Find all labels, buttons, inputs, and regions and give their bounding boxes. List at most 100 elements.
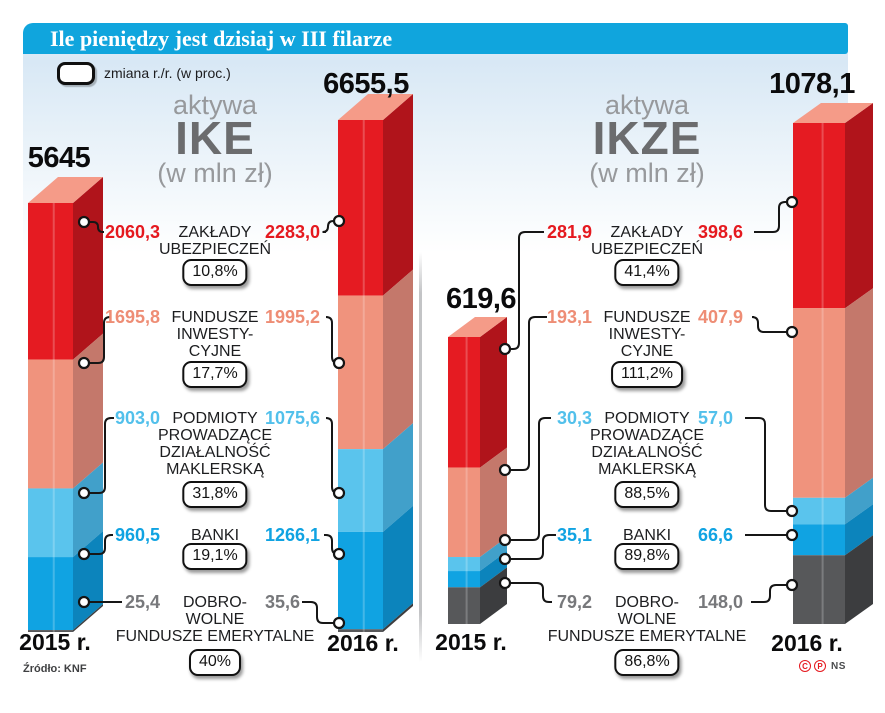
- bar-ikze-2016-segment: [793, 555, 845, 624]
- total-ikze-2015 r.: 619,6: [445, 283, 517, 315]
- series-label: FUNDUSZE INWESTY- CYJNE: [603, 309, 690, 360]
- credits: C P NS: [799, 660, 846, 672]
- leader-dot: [332, 214, 346, 228]
- bar-ike-2015-segment: [28, 630, 73, 632]
- leader-line: [510, 417, 551, 541]
- bar-ikze-2015-top-face: [448, 317, 507, 337]
- change-badge: 111,2%: [611, 361, 683, 388]
- series-label: PODMIOTY PROWADZĄCE DZIAŁALNOŚĆ MAKLERSKĄ: [590, 410, 704, 478]
- series-label-line: FUNDUSZE: [171, 309, 259, 326]
- bar-ikze-2015-segment: [448, 557, 480, 572]
- bar-ikze-2015-segment-side: [480, 537, 507, 572]
- chart-ike-name: IKE: [175, 112, 255, 164]
- bar-ikze-2016-segment-side: [845, 477, 873, 525]
- leader-dot: [785, 195, 799, 209]
- bar-ikze-2015-segment-side: [480, 447, 507, 558]
- bar-ike-2015-segment-side: [73, 604, 103, 632]
- chart-ikze-name: IKZE: [592, 112, 702, 164]
- leader-line: [510, 534, 556, 560]
- bar-ike-2015-top-face: [28, 177, 103, 203]
- page-title: Ile pieniędzy jest dzisiaj w III filarze: [50, 26, 393, 51]
- leader-dot: [785, 528, 799, 542]
- leader-dot: [332, 486, 346, 500]
- series-label-line: WOLNE: [617, 611, 677, 628]
- series-value-2015: 79,2: [556, 592, 592, 612]
- series-label-line: DOBRO-: [614, 594, 679, 611]
- leader-dot: [77, 595, 91, 609]
- series-label-line: ZAKŁADY: [178, 224, 252, 241]
- bar-ikze-2016-segment-side: [845, 288, 873, 498]
- series-label-line: FUNDUSZE EMERYTALNE: [115, 628, 315, 645]
- bar-ikze-2016-segment-side: [845, 103, 873, 309]
- series-value-2016: 148,0: [698, 592, 744, 612]
- leader-line: [745, 417, 787, 512]
- change-badge: 41,4%: [614, 259, 680, 286]
- change-badge: 86,8%: [614, 649, 680, 676]
- leader-dot: [77, 356, 91, 370]
- bar-ike-2016-segment-side: [383, 603, 413, 632]
- series-label-line: PODMIOTY: [604, 410, 690, 427]
- bar-ike-2016-top-face: [338, 94, 413, 120]
- leader-line: [754, 201, 787, 233]
- bar-ike-2015-segment-side: [73, 333, 103, 489]
- change-badge: 88,5%: [614, 481, 680, 508]
- leader-dot: [77, 486, 91, 500]
- bar-ike-2016-segment: [338, 531, 383, 630]
- bar-highlight: [465, 337, 468, 624]
- bar-ike-2015-segment-side: [73, 462, 103, 558]
- leader-line: [510, 316, 547, 471]
- series-label-line: UBEZPIECZEŃ: [158, 241, 272, 258]
- change-badge: 10,8%: [182, 259, 248, 286]
- change-badge: 31,8%: [182, 481, 248, 508]
- header-ribbon: Ile pieniędzy jest dzisiaj w III filarze: [23, 23, 848, 54]
- series-label: BANKI: [191, 527, 239, 544]
- leader-dot: [785, 504, 799, 518]
- leader-line: [322, 220, 334, 233]
- series-value-2016: 1995,2: [265, 307, 321, 327]
- series-value-2016: 66,6: [698, 525, 734, 545]
- bar-ikze-2015-segment: [448, 587, 480, 624]
- legend-change-box-icon: [57, 61, 95, 85]
- bar-highlight: [821, 123, 824, 624]
- change-badge: 40%: [188, 649, 242, 676]
- series-label: DOBRO- WOLNE FUNDUSZE EMERYTALNE: [116, 594, 315, 645]
- series-label-line: PROWADZĄCE: [157, 427, 273, 444]
- chart-ikze-unit: (w mln zł): [589, 158, 705, 188]
- chart-ike-subtitle: aktywa: [172, 90, 258, 120]
- leader-dot: [498, 533, 512, 547]
- series-label-line: BANKI: [190, 527, 240, 544]
- legend-label: zmiana r./r. (w proc.): [104, 65, 231, 81]
- series-value-2016: 1075,6: [265, 408, 321, 428]
- series-value-2015: 30,3: [556, 408, 592, 428]
- series-label-line: DZIAŁALNOŚĆ: [159, 444, 271, 461]
- bar-ikze-2015-segment: [448, 337, 480, 468]
- leader-dot: [498, 463, 512, 477]
- series-value-2015: 1695,8: [104, 307, 160, 327]
- series-value-2015: 193,1: [546, 307, 592, 327]
- bar-highlight: [52, 203, 55, 632]
- series-label-line: MAKLERSKĄ: [166, 461, 264, 478]
- axis-label-ikze-2016: 2016 r.: [771, 630, 843, 656]
- bar-ike-2016-segment: [338, 449, 383, 532]
- legend: zmiana r./r. (w proc.): [57, 61, 231, 85]
- total-ikze-2016 r.: 1078,1: [769, 68, 855, 100]
- series-label: DOBRO- WOLNE FUNDUSZE EMERYTALNE: [548, 594, 747, 645]
- leader-dot: [498, 576, 512, 590]
- series-value-2015: 25,4: [124, 592, 160, 612]
- axis-label-ikze-2015: 2015 r.: [435, 629, 507, 655]
- leader-line: [751, 316, 787, 333]
- series-value-2016: 35,6: [265, 592, 301, 612]
- leader-line: [89, 221, 104, 233]
- bar-ikze-2016-segment-side: [845, 535, 873, 624]
- copyright-icon: C: [799, 660, 811, 672]
- bar-ike-2016-segment: [338, 295, 383, 450]
- bar-ikze-2016-top-face: [793, 103, 873, 123]
- bar-ikze-2016-segment: [793, 123, 845, 309]
- bar-highlight: [362, 120, 365, 632]
- axis-label-ike-2015: 2015 r.: [19, 629, 91, 655]
- leader-dot: [332, 356, 346, 370]
- series-value-2015: 960,5: [114, 525, 160, 545]
- series-label: FUNDUSZE INWESTY- CYJNE: [171, 309, 258, 360]
